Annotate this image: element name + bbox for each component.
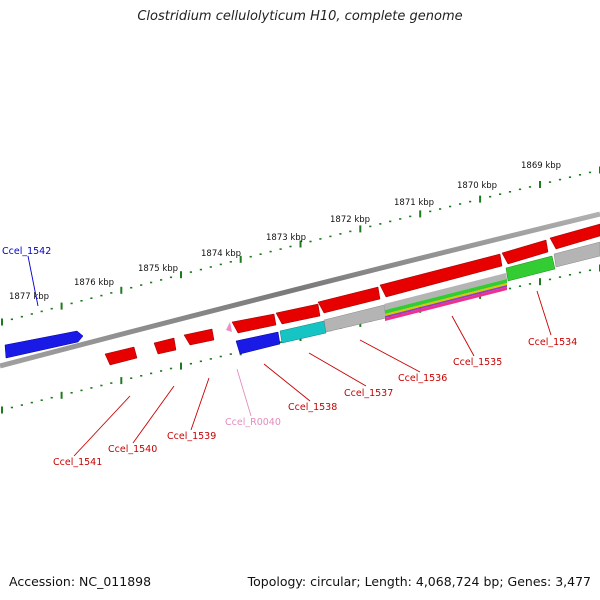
leader-ccel-1534	[536, 290, 552, 336]
forward-strand-genes	[4, 330, 84, 359]
scale-label-1875: 1875 kbp	[138, 264, 178, 274]
label-ccel-1542[interactable]: Ccel_1542	[2, 246, 51, 257]
gene-ccel-1535-yellow[interactable]	[385, 283, 507, 316]
leader-ccel-1537	[308, 352, 367, 387]
genome-backbone	[0, 211, 600, 369]
leader-ccel-1540	[132, 385, 175, 444]
scale-label-1876: 1876 kbp	[74, 278, 114, 288]
leader-ccel-1538	[263, 363, 311, 402]
label-ccel-1540[interactable]: Ccel_1540	[108, 444, 157, 455]
gene-red-upper-c[interactable]	[317, 286, 381, 314]
gene-ccel-1542[interactable]	[4, 330, 84, 359]
gene-red-upper-d[interactable]	[379, 253, 503, 298]
scale-label-1872: 1872 kbp	[330, 215, 370, 225]
genome-title: Clostridium cellulolyticum H10, complete…	[137, 9, 463, 24]
scale-label-1874: 1874 kbp	[201, 249, 241, 259]
gene-ccel-1534-green[interactable]	[505, 255, 556, 282]
gene-ccel-1535-green[interactable]	[385, 279, 507, 314]
scale-label-1870: 1870 kbp	[457, 181, 497, 191]
leader-ccel-1542	[27, 255, 39, 307]
leader-ccel-1541	[73, 395, 131, 457]
scale-labels: 1877 kbp 1876 kbp 1875 kbp 1874 kbp 1873…	[9, 161, 561, 302]
gene-labels: Ccel_1542 Ccel_1541 Ccel_1540 Ccel_1539 …	[2, 246, 577, 468]
label-ccel-r0040[interactable]: Ccel_R0040	[225, 417, 281, 428]
label-ccel-1537[interactable]: Ccel_1537	[344, 388, 393, 399]
gene-red-upper-e[interactable]	[501, 239, 549, 265]
scale-label-1873: 1873 kbp	[266, 233, 306, 243]
scale-label-1877: 1877 kbp	[9, 292, 49, 302]
gene-gray-right[interactable]	[553, 241, 600, 268]
gene-ccel-1535-pink[interactable]	[385, 287, 507, 321]
leader-lines	[27, 255, 552, 457]
leader-ccel-r0040	[236, 368, 252, 417]
scale-label-1871: 1871 kbp	[394, 198, 434, 208]
rna-ccel-r0040-marker[interactable]	[226, 322, 232, 332]
label-ccel-1536[interactable]: Ccel_1536	[398, 373, 447, 384]
gene-ccel-1535-gray[interactable]	[384, 273, 507, 310]
label-ccel-1539[interactable]: Ccel_1539	[167, 431, 216, 442]
genome-summary-text: Topology: circular; Length: 4,068,724 bp…	[247, 574, 591, 589]
gene-red-upper-f[interactable]	[549, 223, 600, 250]
leader-ccel-1539	[190, 377, 210, 431]
leader-ccel-1535	[451, 315, 475, 357]
outer-scale-ticks	[1, 166, 600, 326]
leader-ccel-1536	[359, 339, 421, 373]
gene-ccel-1538[interactable]	[235, 331, 281, 355]
label-ccel-1541[interactable]: Ccel_1541	[53, 457, 102, 468]
label-ccel-1535[interactable]: Ccel_1535	[453, 357, 502, 368]
gene-ccel-1540[interactable]	[153, 337, 177, 355]
gene-ccel-1535-purple[interactable]	[385, 285, 507, 318]
label-ccel-1538[interactable]: Ccel_1538	[288, 402, 337, 413]
lower-lane-genes	[104, 241, 600, 366]
label-ccel-1534[interactable]: Ccel_1534	[528, 337, 577, 348]
gene-ccel-1540-upper[interactable]	[183, 328, 215, 346]
gene-ccel-1537[interactable]	[279, 320, 327, 344]
gene-ccel-1541[interactable]	[104, 346, 138, 366]
gene-red-upper-a[interactable]	[231, 313, 277, 334]
scale-label-1869: 1869 kbp	[521, 161, 561, 171]
accession-text: Accession: NC_011898	[9, 574, 152, 589]
upper-lane-genes	[183, 223, 600, 346]
gene-red-upper-b[interactable]	[275, 303, 321, 325]
